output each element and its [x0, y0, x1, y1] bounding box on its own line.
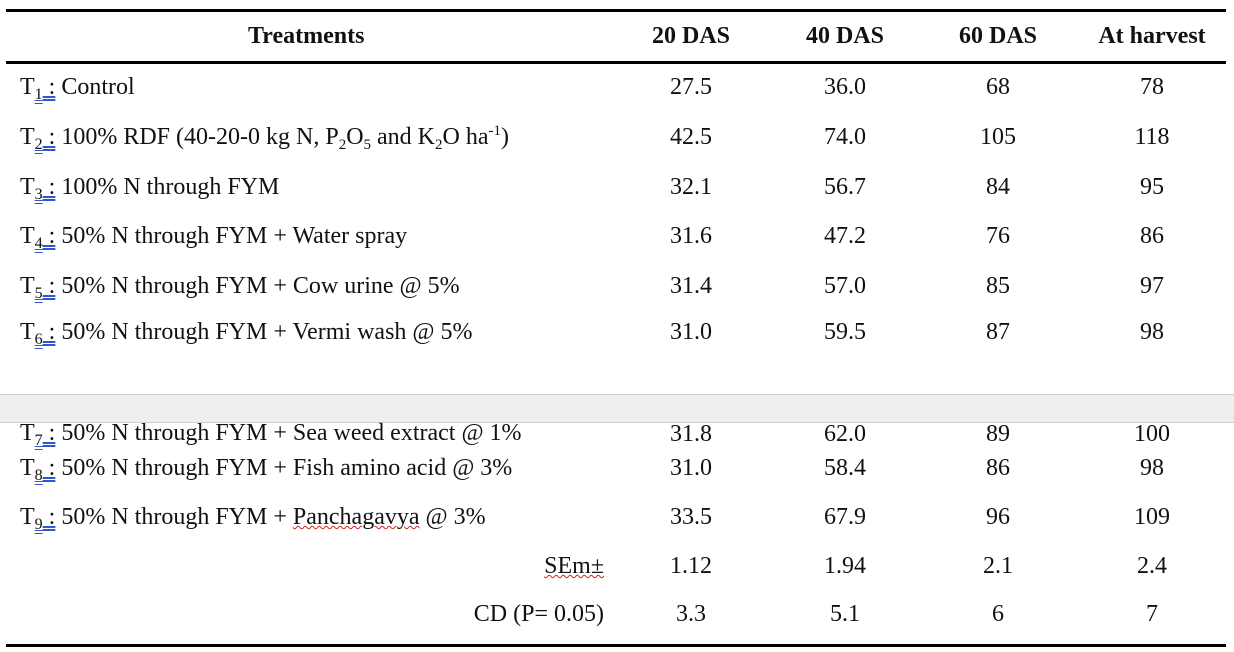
- table-cell: 31.6: [670, 223, 712, 249]
- table-cell: 100: [1134, 421, 1170, 447]
- header-treatments: Treatments: [248, 23, 365, 49]
- header-60-das: 60 DAS: [958, 23, 1037, 49]
- table-cell: 7: [1146, 601, 1158, 627]
- table-bottom-rule: [6, 644, 1226, 647]
- table-cell: 27.5: [670, 74, 712, 100]
- table-cell: 59.5: [824, 319, 866, 345]
- table-cell: 32.1: [670, 174, 712, 200]
- table-cell: 57.0: [824, 273, 866, 299]
- table-row-label: T8 : 50% N through FYM + Fish amino acid…: [20, 455, 513, 484]
- table-top-rule: [6, 9, 1226, 12]
- table-cell: 109: [1134, 504, 1170, 530]
- table-cell: 95: [1140, 174, 1164, 200]
- table-cell: 76: [986, 223, 1010, 249]
- table-cell: 86: [1140, 223, 1164, 249]
- table-cell: 2.4: [1137, 553, 1167, 579]
- header-at-harvest: At harvest: [1098, 23, 1206, 49]
- table-row-label: T7 : 50% N through FYM + Sea weed extrac…: [20, 420, 522, 449]
- table-cell: 87: [986, 319, 1010, 345]
- table-row-label: T4 : 50% N through FYM + Water spray: [20, 223, 408, 252]
- table-cell: 97: [1140, 273, 1164, 299]
- table-cell: 74.0: [824, 124, 866, 150]
- table-cell: 105: [980, 124, 1016, 150]
- table-cell: 36.0: [824, 74, 866, 100]
- table-cell: 47.2: [824, 223, 866, 249]
- table-cell: 31.0: [670, 319, 712, 345]
- header-20-das: 20 DAS: [651, 23, 730, 49]
- table-cell: 98: [1140, 455, 1164, 481]
- table-cell: 118: [1134, 124, 1170, 150]
- table-cell: 68: [986, 74, 1010, 100]
- table-cell: 1.12: [670, 553, 712, 579]
- table-cell: 78: [1140, 74, 1164, 100]
- table-cell: 84: [986, 174, 1010, 200]
- table-row-label: T3 : 100% N through FYM: [20, 174, 280, 203]
- table-cell: 96: [986, 504, 1010, 530]
- stat-label-cd: CD (P= 0.05): [473, 601, 604, 627]
- table-cell: 98: [1140, 319, 1164, 345]
- table-cell: 2.1: [983, 553, 1013, 579]
- table-cell: 56.7: [824, 174, 866, 200]
- stat-label-sem: SEm±: [544, 553, 604, 579]
- table-cell: 3.3: [676, 601, 706, 627]
- table-cell: 31.0: [670, 455, 712, 481]
- table-cell: 33.5: [670, 504, 712, 530]
- table-cell: 6: [992, 601, 1004, 627]
- table-cell: 86: [986, 455, 1010, 481]
- table-cell: 89: [986, 421, 1010, 447]
- table-row-label: T5 : 50% N through FYM + Cow urine @ 5%: [20, 273, 460, 302]
- table-cell: 58.4: [824, 455, 866, 481]
- table-row-label: T6 : 50% N through FYM + Vermi wash @ 5%: [20, 319, 473, 348]
- table-cell: 42.5: [670, 124, 712, 150]
- table-row-label: T1 : Control: [20, 74, 135, 103]
- page-break-band: [0, 394, 1234, 423]
- table-row-label: T9 : 50% N through FYM + Panchagavya @ 3…: [20, 504, 486, 533]
- header-40-das: 40 DAS: [805, 23, 884, 49]
- table-cell: 31.8: [670, 421, 712, 447]
- table-cell: 1.94: [824, 553, 866, 579]
- table-row-label: T2 : 100% RDF (40-20-0 kg N, P2O5 and K2…: [20, 123, 509, 153]
- table-cell: 85: [986, 273, 1010, 299]
- table-cell: 5.1: [830, 601, 860, 627]
- header-bottom-rule: [6, 61, 1226, 64]
- table-cell: 31.4: [670, 273, 712, 299]
- table-cell: 62.0: [824, 421, 866, 447]
- table-cell: 67.9: [824, 504, 866, 530]
